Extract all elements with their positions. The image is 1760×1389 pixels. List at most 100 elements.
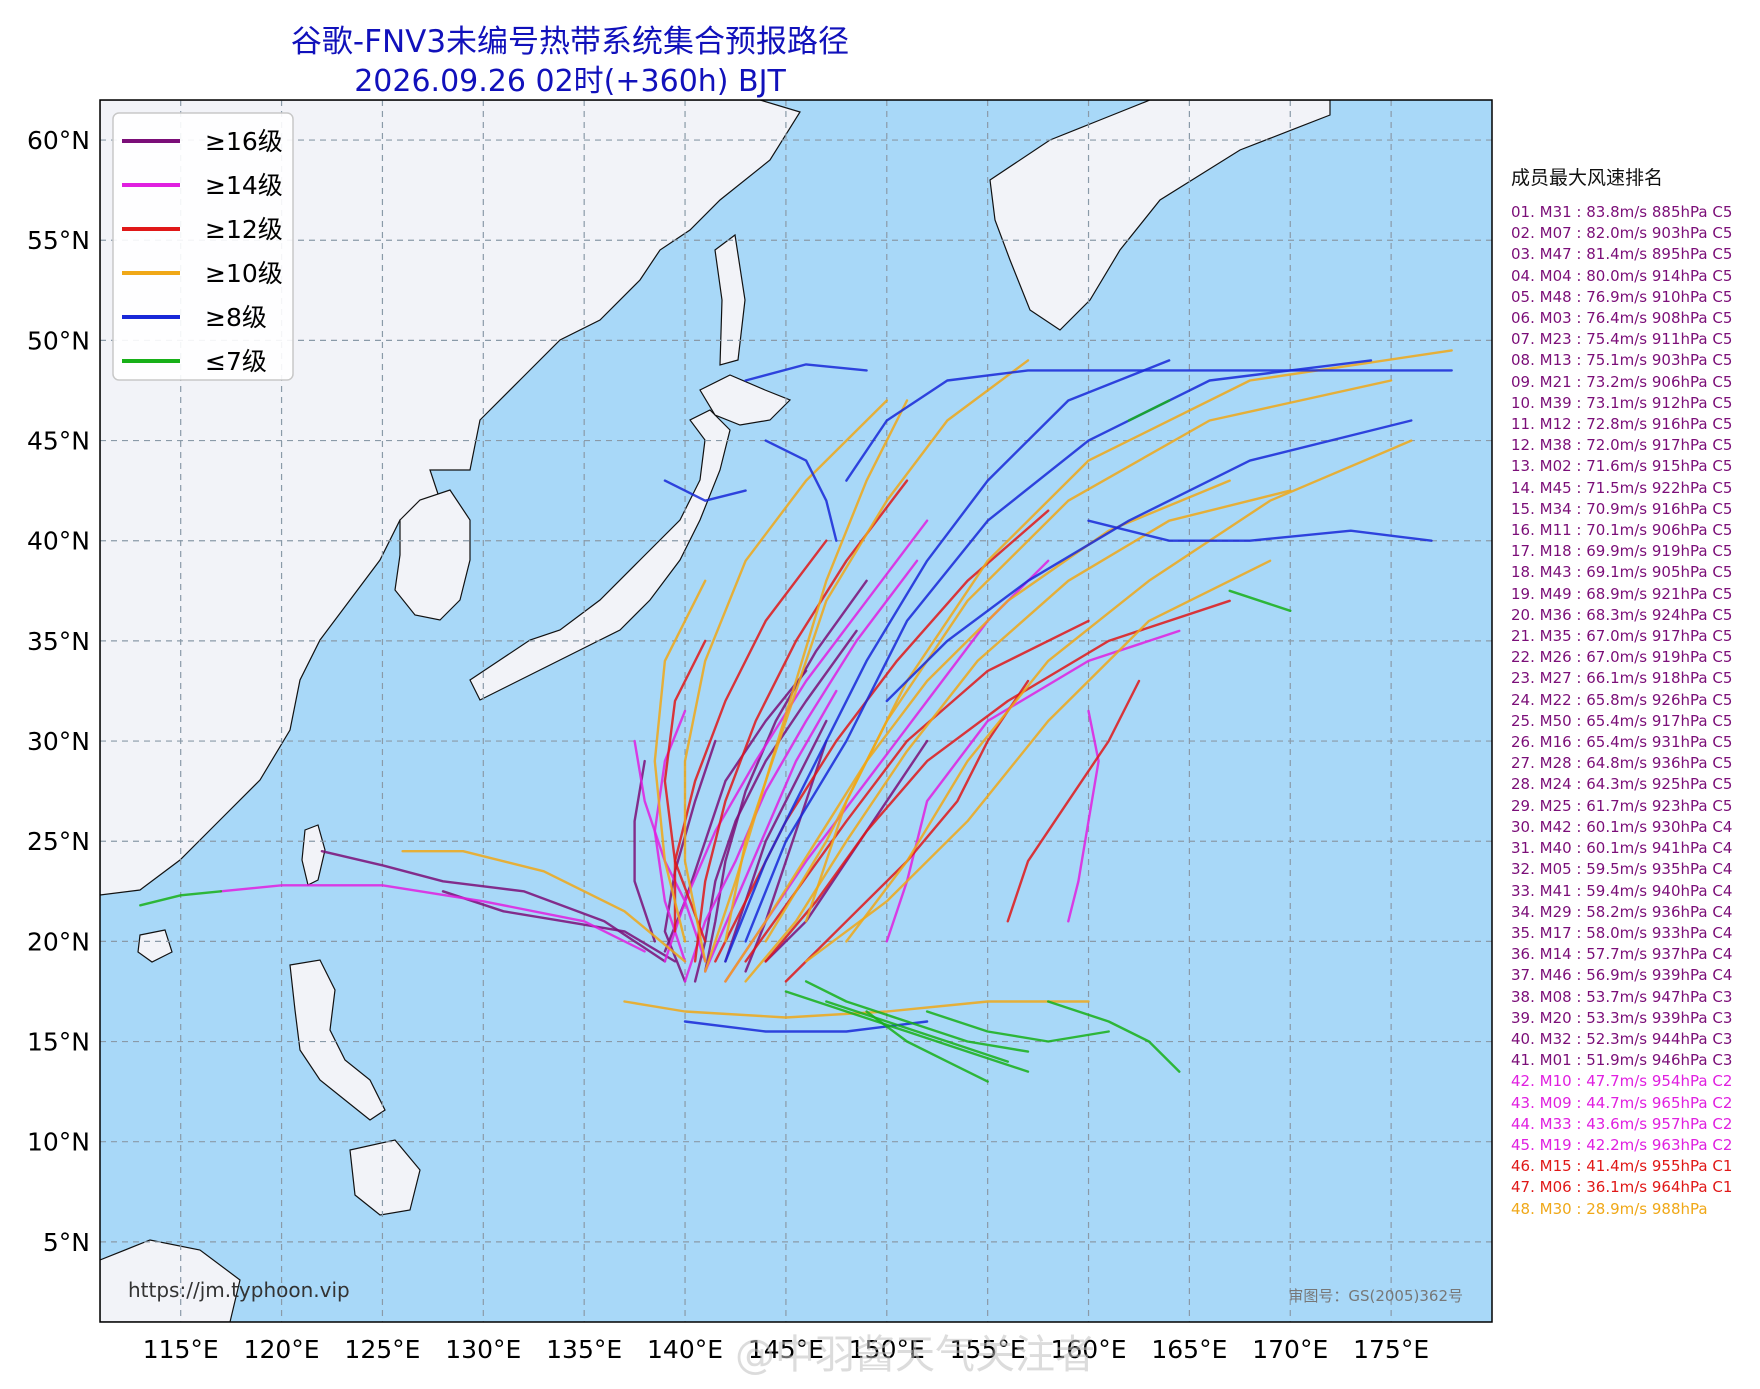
ranking-item: 13. M02 : 71.6m/s 915hPa C5: [1511, 457, 1733, 476]
legend-label: ≥14级: [205, 171, 283, 200]
legend-label: ≤7级: [205, 347, 267, 376]
ranking-item: 23. M27 : 66.1m/s 918hPa C5: [1511, 669, 1733, 688]
legend-label: ≥16级: [205, 127, 283, 156]
ranking-item: 18. M43 : 69.1m/s 905hPa C5: [1511, 563, 1733, 582]
land-korea: [394, 489, 471, 621]
track-grade7: [825, 1000, 1009, 1063]
axis-tick-labels: 60°N 55°N 50°N 45°N 40°N 35°N 30°N 25°N 20°N 15°N…: [27, 126, 1429, 1364]
land-japan: [469, 409, 731, 701]
ranking-list: 01. M31 : 83.8m/s 885hPa C5 02. M07 : 82.…: [1511, 202, 1756, 1220]
track-grade10: [804, 349, 1453, 923]
land-philippines: [289, 959, 386, 1121]
track-grade12: [1006, 679, 1141, 923]
land-hainan: [137, 929, 173, 963]
track-grade10: [704, 399, 909, 973]
ranking-item: 42. M10 : 47.7m/s 954hPa C2: [1511, 1072, 1733, 1091]
track-grade8: [663, 479, 747, 502]
track-grade12: [764, 599, 1231, 963]
ranking-item: 37. M46 : 56.9m/s 939hPa C4: [1511, 966, 1733, 985]
lat-tick-label: 45°N: [27, 427, 90, 456]
ranking-item: 38. M08 : 53.7m/s 947hPa C3: [1511, 987, 1733, 1006]
ranking-item: 21. M35 : 67.0m/s 917hPa C5: [1511, 627, 1733, 646]
lat-tick-label: 15°N: [27, 1028, 90, 1057]
ranking-item: 14. M45 : 71.5m/s 922hPa C5: [1511, 478, 1733, 497]
approval-number: 审图号：GS(2005)362号: [1288, 1287, 1463, 1305]
track-grade16: [704, 579, 868, 973]
ranking-item: 34. M29 : 58.2m/s 936hPa C4: [1511, 902, 1733, 921]
track-grade8: [744, 363, 868, 382]
ranking-item: 11. M12 : 72.8m/s 916hPa C5: [1511, 415, 1733, 434]
forecast-tracks: [139, 349, 1453, 1083]
track-grade10: [683, 399, 888, 963]
ranking-item: 48. M30 : 28.9m/s 988hPa: [1511, 1199, 1708, 1218]
lon-tick-label: 120°E: [244, 1335, 320, 1364]
ranking-item: 07. M23 : 75.4m/s 911hPa C5: [1511, 330, 1733, 349]
track-grade14: [683, 559, 919, 983]
track-grade7: [1127, 399, 1171, 422]
lon-tick-label: 130°E: [445, 1335, 521, 1364]
lon-tick-label: 115°E: [143, 1335, 219, 1364]
legend: ≥16级 ≥14级 ≥12级 ≥10级 ≥8级 ≤7级: [112, 112, 294, 381]
ranking-title: 成员最大风速排名: [1511, 167, 1664, 189]
lon-tick-label: 155°E: [950, 1335, 1026, 1364]
track-grade12: [784, 679, 1030, 983]
lon-tick-label: 175°E: [1353, 1335, 1429, 1364]
ranking-item: 29. M25 : 61.7m/s 923hPa C5: [1511, 796, 1733, 815]
member-ranking-panel: 成员最大风速排名 01. M31 : 83.8m/s 885hPa C5 02. …: [1511, 163, 1756, 1220]
ranking-item: 03. M47 : 81.4m/s 895hPa C5: [1511, 245, 1733, 264]
ranking-item: 02. M07 : 82.0m/s 903hPa C5: [1511, 224, 1733, 243]
ranking-item: 39. M20 : 53.3m/s 939hPa C3: [1511, 1008, 1733, 1027]
track-grade8: [845, 369, 1453, 482]
land-borneo: [100, 1239, 241, 1322]
lon-tick-label: 125°E: [344, 1335, 420, 1364]
lon-tick-label: 165°E: [1151, 1335, 1227, 1364]
track-grade14: [885, 629, 1181, 943]
ranking-item: 20. M36 : 68.3m/s 924hPa C5: [1511, 605, 1733, 624]
ranking-item: 28. M24 : 64.3m/s 925hPa C5: [1511, 775, 1733, 794]
track-grade10: [653, 579, 707, 943]
track-grade10: [623, 1000, 1090, 1019]
legend-label: ≥10级: [205, 259, 283, 288]
track-grade16: [724, 719, 828, 963]
ranking-item: 24. M22 : 65.8m/s 926hPa C5: [1511, 690, 1733, 709]
ranking-item: 12. M38 : 72.0m/s 917hPa C5: [1511, 436, 1733, 455]
ranking-item: 16. M11 : 70.1m/s 906hPa C5: [1511, 521, 1733, 540]
ranking-item: 17. M18 : 69.9m/s 919hPa C5: [1511, 542, 1733, 561]
ranking-item: 33. M41 : 59.4m/s 940hPa C4: [1511, 881, 1733, 900]
grid-lines: [100, 100, 1492, 1322]
track-grade14: [704, 689, 838, 973]
track-grade14: [1067, 709, 1100, 923]
ranking-item: 40. M32 : 52.3m/s 944hPa C3: [1511, 1029, 1733, 1048]
track-grade7: [139, 890, 223, 907]
ranking-item: 01. M31 : 83.8m/s 885hPa C5: [1511, 203, 1733, 221]
map-border: [99, 99, 1493, 1323]
lat-tick-label: 55°N: [27, 226, 90, 255]
ranking-item: 04. M04 : 80.0m/s 914hPa C5: [1511, 266, 1733, 285]
lat-tick-label: 60°N: [27, 126, 90, 155]
ranking-item: 22. M26 : 67.0m/s 919hPa C5: [1511, 648, 1733, 667]
ranking-item: 19. M49 : 68.9m/s 921hPa C5: [1511, 584, 1733, 603]
lat-tick-label: 50°N: [27, 326, 90, 355]
lat-tick-label: 20°N: [27, 927, 90, 956]
track-grade7: [784, 990, 1030, 1073]
ranking-item: 08. M13 : 75.1m/s 903hPa C5: [1511, 351, 1733, 370]
chart-subtitle: 2026.09.26 02时(+360h) BJT: [354, 64, 786, 99]
ranking-item: 31. M40 : 60.1m/s 941hPa C4: [1511, 839, 1733, 858]
track-grade8: [1087, 519, 1433, 542]
ranking-item: 41. M01 : 51.9m/s 946hPa C3: [1511, 1051, 1733, 1070]
land-hokkaido: [699, 374, 792, 426]
ranking-item: 30. M42 : 60.1m/s 930hPa C4: [1511, 817, 1733, 836]
track-grade10: [401, 850, 687, 963]
ranking-item: 43. M09 : 44.7m/s 965hPa C2: [1511, 1093, 1733, 1112]
track-grade8: [724, 359, 1171, 963]
lat-tick-label: 30°N: [27, 727, 90, 756]
track-grade12: [714, 509, 1050, 963]
ranking-item: 26. M16 : 65.4m/s 931hPa C5: [1511, 733, 1733, 752]
track-grade16: [320, 850, 667, 963]
lat-tick-label: 35°N: [27, 627, 90, 656]
track-grade8: [885, 419, 1413, 703]
lon-tick-label: 150°E: [849, 1335, 925, 1364]
ranking-item: 47. M06 : 36.1m/s 964hPa C1: [1511, 1178, 1733, 1197]
track-grade10: [724, 359, 1030, 943]
